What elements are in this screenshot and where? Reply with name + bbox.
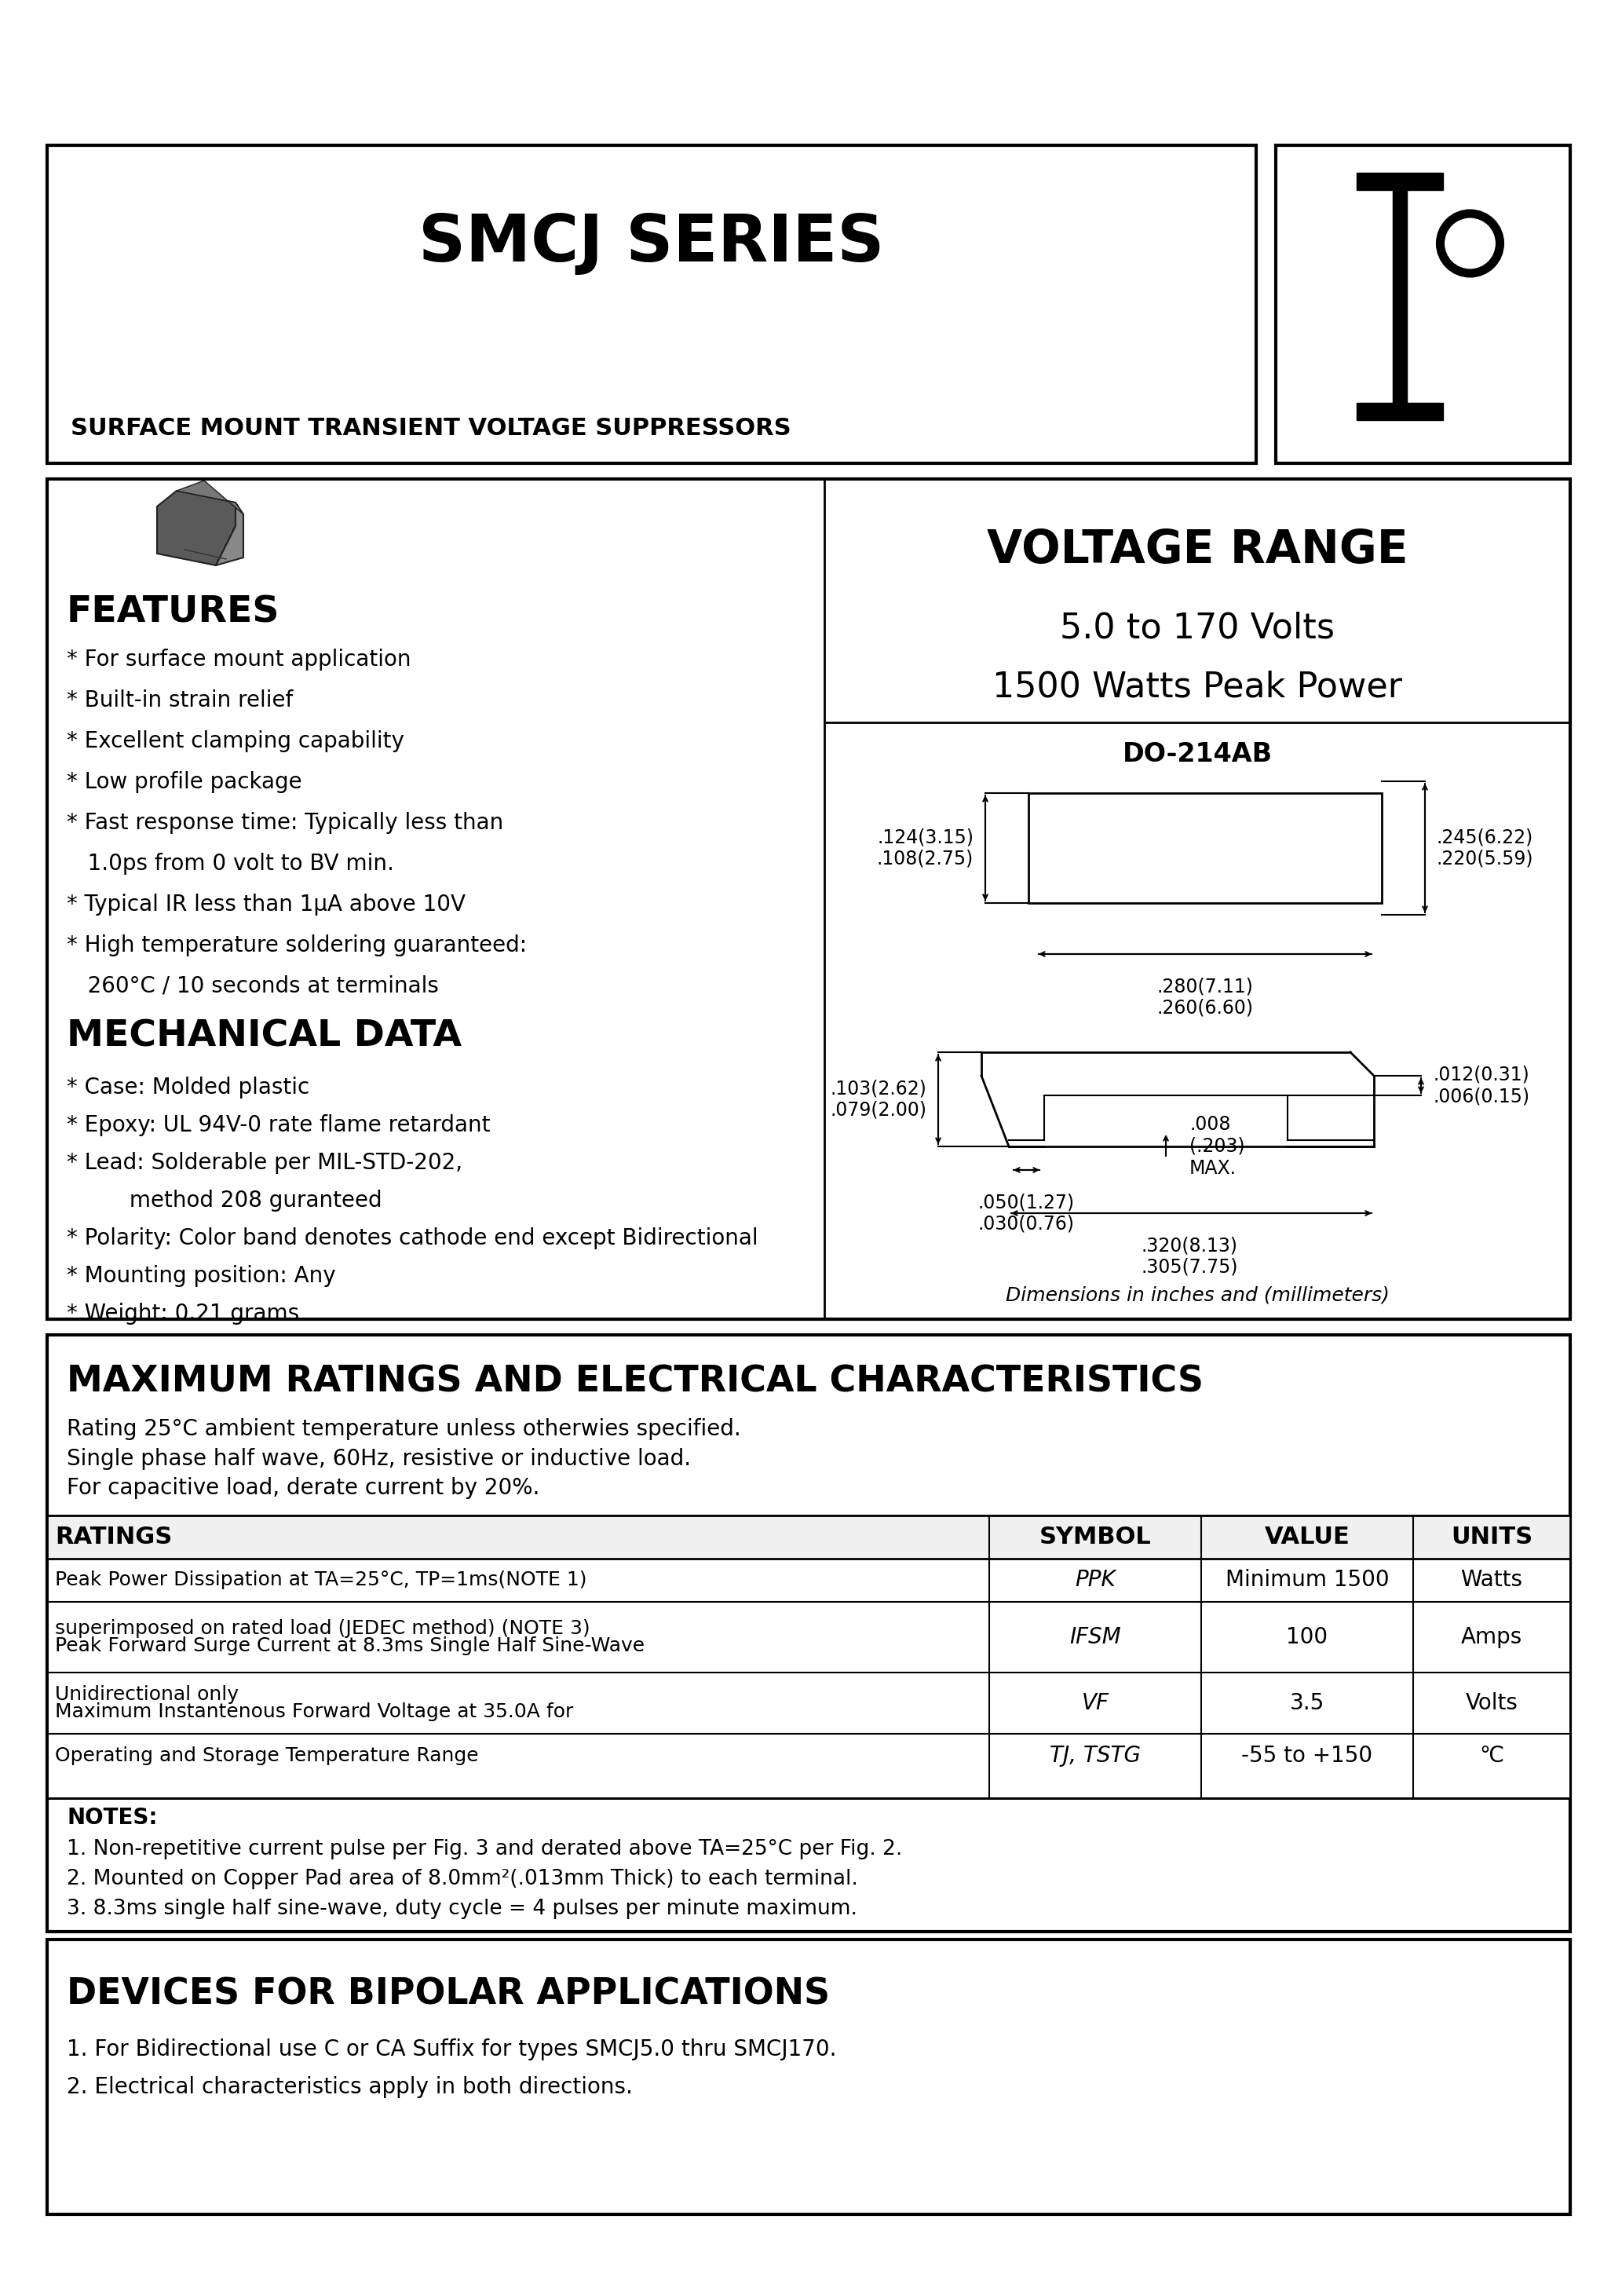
Text: MECHANICAL DATA: MECHANICAL DATA	[67, 1019, 462, 1054]
Text: .050(1.27)
.030(0.76): .050(1.27) .030(0.76)	[978, 1194, 1075, 1233]
Text: * Polarity: Color band denotes cathode end except Bidirectional: * Polarity: Color band denotes cathode e…	[67, 1228, 757, 1249]
Text: Single phase half wave, 60Hz, resistive or inductive load.: Single phase half wave, 60Hz, resistive …	[67, 1449, 691, 1469]
Bar	[1356, 402, 1442, 420]
Text: superimposed on rated load (JEDEC method) (NOTE 3): superimposed on rated load (JEDEC method…	[55, 1619, 590, 1637]
Text: NOTES:: NOTES:	[67, 1807, 157, 1830]
Text: VOLTAGE RANGE: VOLTAGE RANGE	[986, 528, 1408, 572]
Text: * Lead: Solderable per MIL-STD-202,: * Lead: Solderable per MIL-STD-202,	[67, 1153, 462, 1173]
Text: ℃: ℃	[1479, 1745, 1504, 1766]
Bar	[1028, 792, 1382, 902]
Text: Volts: Volts	[1465, 1692, 1518, 1715]
Text: For capacitive load, derate current by 20%.: For capacitive load, derate current by 2…	[67, 1476, 540, 1499]
Text: -55 to +150: -55 to +150	[1241, 1745, 1372, 1766]
Bar	[47, 145, 1255, 464]
Text: Minimum 1500: Minimum 1500	[1225, 1568, 1388, 1591]
Text: .280(7.11)
.260(6.60): .280(7.11) .260(6.60)	[1156, 976, 1254, 1017]
Text: Operating and Storage Temperature Range: Operating and Storage Temperature Range	[55, 1745, 478, 1766]
Text: UNITS: UNITS	[1450, 1527, 1533, 1548]
Bar	[1356, 172, 1442, 191]
Text: * Built-in strain relief: * Built-in strain relief	[67, 689, 294, 712]
Text: 1. Non-repetitive current pulse per Fig. 3 and derated above TA=25°C per Fig. 2.: 1. Non-repetitive current pulse per Fig.…	[67, 1839, 902, 1860]
Bar	[47, 480, 1570, 1320]
Text: * Typical IR less than 1μA above 10V: * Typical IR less than 1μA above 10V	[67, 893, 466, 916]
Text: * Weight: 0.21 grams: * Weight: 0.21 grams	[67, 1302, 298, 1325]
Text: Watts: Watts	[1461, 1568, 1523, 1591]
Text: method 208 guranteed: method 208 guranteed	[67, 1189, 383, 1212]
Bar	[47, 1515, 1570, 1798]
Text: Unidirectional only: Unidirectional only	[55, 1685, 238, 1704]
Text: MAXIMUM RATINGS AND ELECTRICAL CHARACTERISTICS: MAXIMUM RATINGS AND ELECTRICAL CHARACTER…	[67, 1364, 1204, 1401]
Text: Dimensions in inches and (millimeters): Dimensions in inches and (millimeters)	[1006, 1286, 1388, 1304]
Text: .008
(.203)
MAX.: .008 (.203) MAX.	[1189, 1116, 1244, 1178]
Text: * Epoxy: UL 94V-0 rate flame retardant: * Epoxy: UL 94V-0 rate flame retardant	[67, 1114, 490, 1137]
Text: TJ, TSTG: TJ, TSTG	[1049, 1745, 1140, 1766]
Text: * Mounting position: Any: * Mounting position: Any	[67, 1265, 336, 1288]
Text: RATINGS: RATINGS	[55, 1527, 172, 1548]
Text: IFSM: IFSM	[1069, 1626, 1121, 1649]
Text: VALUE: VALUE	[1265, 1527, 1350, 1548]
Text: 2. Mounted on Copper Pad area of 8.0mm²(.013mm Thick) to each terminal.: 2. Mounted on Copper Pad area of 8.0mm²(…	[67, 1869, 858, 1890]
Text: Rating 25°C ambient temperature unless otherwies specified.: Rating 25°C ambient temperature unless o…	[67, 1419, 741, 1440]
Text: Peak Power Dissipation at TA=25°C, TP=1ms(NOTE 1): Peak Power Dissipation at TA=25°C, TP=1m…	[55, 1570, 587, 1589]
Text: 1.0ps from 0 volt to BV min.: 1.0ps from 0 volt to BV min.	[67, 852, 394, 875]
Polygon shape	[157, 491, 235, 565]
Bar	[47, 1515, 1570, 1798]
Polygon shape	[216, 503, 243, 565]
Polygon shape	[177, 480, 243, 514]
Bar	[47, 1334, 1570, 1931]
Text: Peak Forward Surge Current at 8.3ms Single Half Sine-Wave: Peak Forward Surge Current at 8.3ms Sing…	[55, 1637, 644, 1655]
Text: FEATURES: FEATURES	[67, 595, 281, 629]
Text: VF: VF	[1082, 1692, 1109, 1715]
Text: SYMBOL: SYMBOL	[1040, 1527, 1152, 1548]
Text: 1500 Watts Peak Power: 1500 Watts Peak Power	[993, 670, 1403, 705]
Text: PPK: PPK	[1075, 1568, 1116, 1591]
Text: SMCJ SERIES: SMCJ SERIES	[418, 211, 884, 276]
Text: Maximum Instantenous Forward Voltage at 35.0A for: Maximum Instantenous Forward Voltage at …	[55, 1701, 574, 1722]
Bar	[47, 1515, 1570, 1559]
Text: .012(0.31)
.006(0.15): .012(0.31) .006(0.15)	[1432, 1065, 1530, 1107]
Text: 3. 8.3ms single half sine-wave, duty cycle = 4 pulses per minute maximum.: 3. 8.3ms single half sine-wave, duty cyc…	[67, 1899, 858, 1919]
Text: * Low profile package: * Low profile package	[67, 771, 302, 792]
Text: * For surface mount application: * For surface mount application	[67, 647, 410, 670]
Text: DEVICES FOR BIPOLAR APPLICATIONS: DEVICES FOR BIPOLAR APPLICATIONS	[67, 1977, 830, 2011]
Text: * Fast response time: Typically less than: * Fast response time: Typically less tha…	[67, 813, 503, 833]
Text: 5.0 to 170 Volts: 5.0 to 170 Volts	[1059, 611, 1335, 645]
Text: 260°C / 10 seconds at terminals: 260°C / 10 seconds at terminals	[67, 976, 440, 996]
Text: DO-214AB: DO-214AB	[1122, 742, 1272, 767]
Text: * Excellent clamping capability: * Excellent clamping capability	[67, 730, 404, 753]
Text: .103(2.62)
.079(2.00): .103(2.62) .079(2.00)	[830, 1079, 926, 1120]
Text: 2. Electrical characteristics apply in both directions.: 2. Electrical characteristics apply in b…	[67, 2076, 633, 2099]
Bar	[1277, 145, 1570, 464]
Bar	[47, 1940, 1570, 2213]
Text: .320(8.13)
.305(7.75): .320(8.13) .305(7.75)	[1140, 1235, 1238, 1277]
Text: 100: 100	[1286, 1626, 1328, 1649]
Text: Amps: Amps	[1461, 1626, 1523, 1649]
Text: * Case: Molded plastic: * Case: Molded plastic	[67, 1077, 310, 1097]
Text: .124(3.15)
.108(2.75): .124(3.15) .108(2.75)	[878, 827, 973, 868]
Text: 1. For Bidirectional use C or CA Suffix for types SMCJ5.0 thru SMCJ170.: 1. For Bidirectional use C or CA Suffix …	[67, 2039, 837, 2060]
Text: SURFACE MOUNT TRANSIENT VOLTAGE SUPPRESSORS: SURFACE MOUNT TRANSIENT VOLTAGE SUPPRESS…	[71, 416, 792, 439]
Text: .245(6.22)
.220(5.59): .245(6.22) .220(5.59)	[1437, 827, 1534, 868]
Text: 3.5: 3.5	[1289, 1692, 1325, 1715]
Text: * High temperature soldering guaranteed:: * High temperature soldering guaranteed:	[67, 934, 527, 957]
